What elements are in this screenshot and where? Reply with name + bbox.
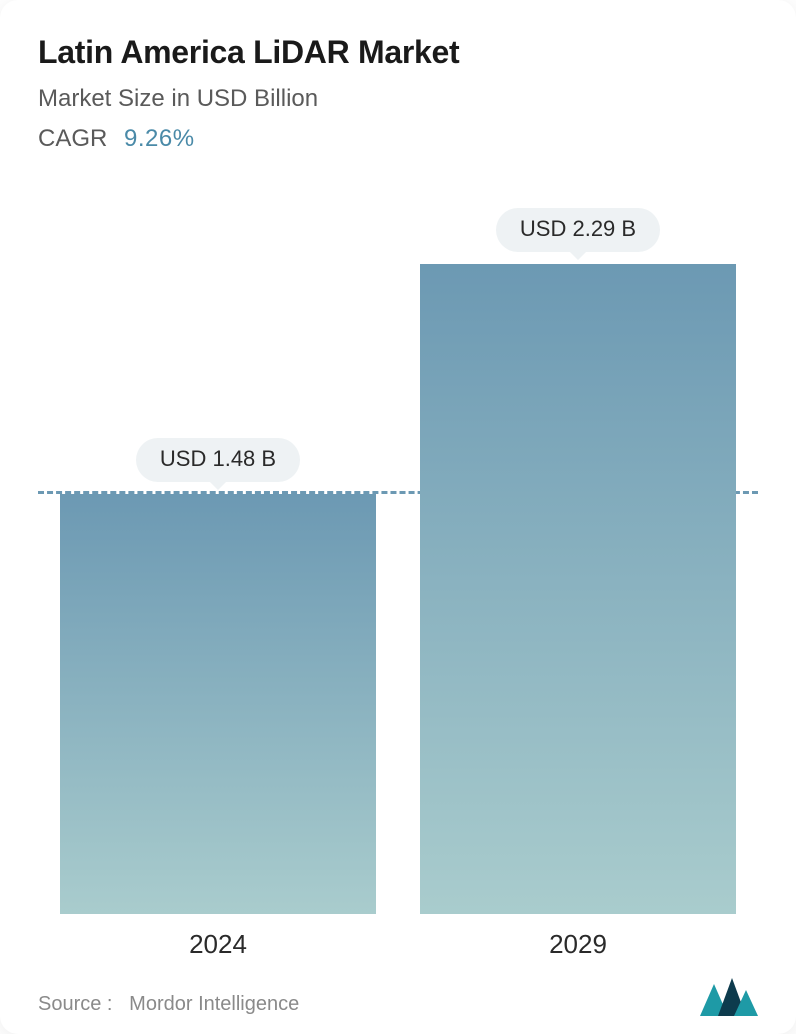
bars-container: USD 1.48 B USD 2.29 B <box>38 210 758 914</box>
bar-0 <box>60 494 377 914</box>
x-axis: 2024 2029 <box>38 929 758 960</box>
cagr-value: 9.26% <box>124 125 195 152</box>
brand-logo-icon <box>700 976 758 1016</box>
source-text: Source : Mordor Intelligence <box>38 993 299 1016</box>
chart-title: Latin America LiDAR Market <box>38 34 758 71</box>
source-label: Source : <box>38 993 112 1015</box>
chart-footer: Source : Mordor Intelligence <box>38 976 758 1016</box>
chart-card: Latin America LiDAR Market Market Size i… <box>0 0 796 1034</box>
value-pill-0: USD 1.48 B <box>136 438 300 482</box>
x-tick-1: 2029 <box>420 929 737 960</box>
value-pill-1: USD 2.29 B <box>496 208 660 252</box>
x-tick-0: 2024 <box>60 929 377 960</box>
bar-group-0: USD 1.48 B <box>60 438 377 914</box>
source-value: Mordor Intelligence <box>129 993 299 1015</box>
bar-group-1: USD 2.29 B <box>420 208 737 914</box>
chart-subtitle: Market Size in USD Billion <box>38 85 758 113</box>
cagr-label: CAGR <box>38 125 107 152</box>
bar-1 <box>420 264 737 914</box>
chart-plot-area: USD 1.48 B USD 2.29 B <box>38 210 758 914</box>
cagr-row: CAGR 9.26% <box>38 125 758 153</box>
